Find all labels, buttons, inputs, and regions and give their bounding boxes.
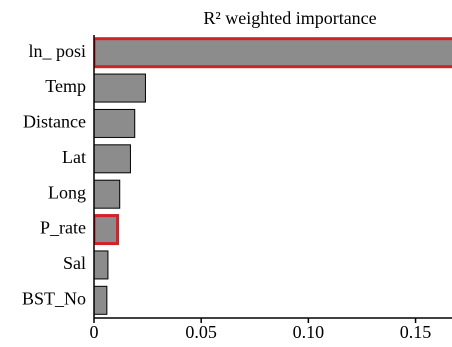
y-tick-label: Temp (45, 76, 86, 96)
bar (94, 37, 452, 69)
y-tick-label: ln_ posi (28, 41, 86, 61)
y-tick-label: P_rate (40, 218, 86, 238)
x-tick-label: 0.15 (400, 322, 432, 342)
bar (94, 214, 120, 246)
bar (94, 108, 136, 138)
chart-title: R² weighted importance (203, 8, 376, 28)
y-tick-label: BST_No (22, 288, 86, 308)
x-tick-label: 0.10 (293, 322, 325, 342)
y-tick-label: Long (48, 182, 86, 202)
x-tick-label: 0.05 (185, 322, 217, 342)
bar (94, 179, 121, 209)
bar (94, 285, 108, 315)
bar (94, 73, 146, 103)
y-tick-label: Lat (62, 147, 86, 167)
bar (94, 144, 131, 174)
y-tick-label: Distance (23, 112, 86, 132)
bar (94, 250, 109, 280)
x-tick-label: 0 (90, 322, 99, 342)
y-tick-label: Sal (63, 253, 86, 273)
